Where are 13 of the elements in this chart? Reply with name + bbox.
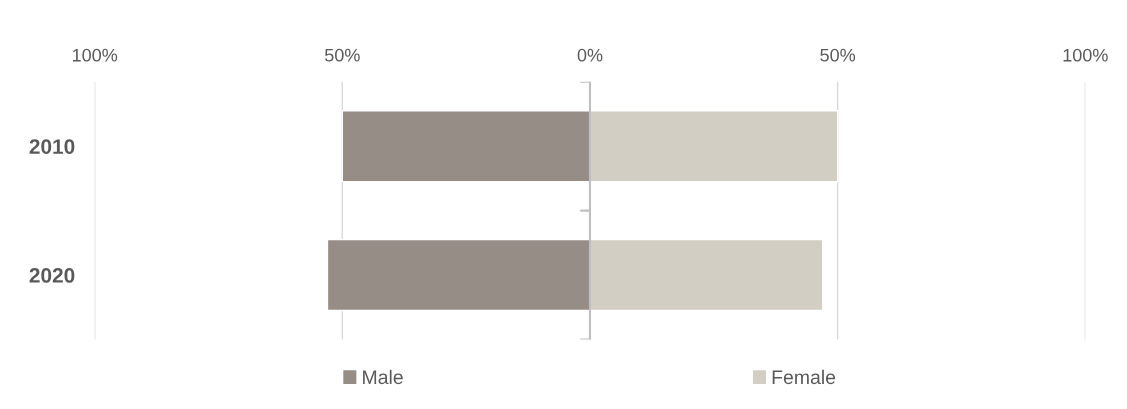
legend-label: Male [363,369,403,385]
x-tick-label: 100% [72,48,118,62]
bar [326,238,591,312]
x-tick-label: 100% [1063,48,1108,62]
bar [589,110,839,183]
bar [341,110,591,183]
y-tick-label: 2020 [29,268,75,283]
legend-label: Female [772,369,836,385]
x-tick-label: 50% [324,48,360,62]
x-tick-label: 0% [577,48,603,62]
bar [589,238,824,312]
y-tick-label: 2010 [29,139,75,154]
x-tick-label: 50% [820,48,856,62]
